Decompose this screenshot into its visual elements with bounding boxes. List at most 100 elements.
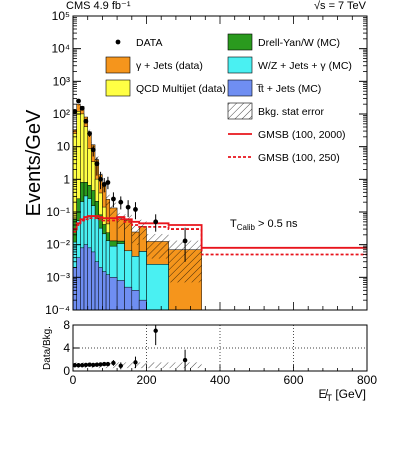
data-point	[94, 161, 100, 167]
y-tick-label: 10⁻¹	[46, 205, 70, 219]
data-point	[79, 105, 85, 111]
ratio-point	[73, 363, 78, 368]
ratio-point	[111, 360, 116, 366]
annotation-rest: > 0.5 ns	[255, 218, 298, 230]
signal-line-gmsb-100-250-	[73, 217, 367, 256]
ratio-y-tick-label: 0	[63, 364, 70, 378]
main-y-axis: 10⁻⁴ 10⁻³ 10⁻² 10⁻¹ 1 10 10² 10³ 10⁴ 10⁵	[45, 9, 367, 317]
ratio-point	[87, 362, 92, 367]
ratio-point	[94, 362, 100, 367]
y-tick-label: 10³	[53, 74, 70, 88]
y-tick-label: 10²	[53, 107, 70, 121]
stack-bar	[109, 277, 118, 310]
legend-swatch	[105, 56, 131, 74]
main-x-axis-ticks	[72, 16, 368, 310]
y-tick-label: 10⁻³	[46, 270, 70, 284]
legend-label: Bkg. stat error	[258, 106, 324, 118]
legend-entry: DATA	[115, 37, 162, 49]
stack-bar	[116, 280, 125, 310]
legend-entry: t̅t + Jets (MC)	[227, 79, 321, 97]
ratio-axes: 0 4 8 0 200 400 600 800	[63, 318, 377, 387]
legend-swatch	[227, 33, 253, 51]
data-point	[153, 219, 159, 225]
error-band-bin	[84, 115, 88, 119]
x-tick-label: 0	[70, 373, 77, 387]
legend-entry: GMSB (100, 2000)	[228, 129, 346, 141]
error-band-bin	[106, 194, 110, 207]
main-y-axis-title: Events/GeV	[23, 109, 45, 216]
timing-cut-annotation: TCalib > 0.5 ns	[230, 218, 298, 232]
data-point	[87, 131, 92, 137]
error-band-bin	[109, 202, 118, 217]
error-band-bin	[146, 233, 169, 259]
ratio-y-axis-title: Data/Bkg.	[42, 326, 53, 370]
y-tick-label: 10⁻²	[46, 238, 70, 252]
ratio-point	[91, 362, 96, 368]
annotation-sub: Calib	[237, 223, 256, 232]
legend-label: QCD Multijet (data)	[136, 83, 226, 95]
legend-entry: QCD Multijet (data)	[105, 79, 226, 97]
data-point	[118, 199, 124, 205]
y-tick-label: 1	[63, 172, 70, 186]
stack-bar	[94, 261, 99, 310]
legend-label: γ + Jets (data)	[136, 60, 203, 72]
legend-entry: γ + Jets (data)	[105, 56, 203, 74]
ratio-point	[98, 362, 103, 367]
stack-bar	[83, 244, 88, 310]
x-tick-label: 200	[136, 373, 156, 387]
error-band-bin	[117, 212, 125, 229]
ratio-point	[102, 361, 107, 367]
ratio-point	[79, 363, 85, 368]
stack-bar	[80, 247, 85, 310]
legend-swatch	[227, 56, 253, 74]
x-axis-title-rest: [GeV]	[332, 387, 366, 401]
x-tick-label: 400	[210, 373, 230, 387]
ratio-point	[133, 360, 138, 365]
data-point	[101, 181, 107, 187]
data-point	[76, 98, 81, 104]
y-tick-label: 10⁴	[51, 42, 70, 56]
stack-bar	[105, 274, 110, 310]
signal-line-gmsb-100-2000-	[73, 215, 367, 249]
ratio-error-band	[73, 362, 202, 369]
ratio-point	[182, 357, 188, 363]
x-axis-title-main: E̸	[318, 387, 328, 401]
error-band-bin	[124, 214, 132, 230]
stack-bar	[124, 286, 133, 310]
stack-bar	[146, 264, 169, 310]
data-point	[73, 109, 78, 114]
ratio-point	[118, 363, 123, 369]
data-point	[98, 176, 103, 182]
y-tick-label: 10	[57, 140, 71, 154]
legend-entry: GMSB (100, 250)	[228, 152, 340, 164]
x-axis-title-sub: T	[326, 393, 332, 403]
legend: DATA Drell-Yan/W (MC) γ + Jets (data) W/Z +…	[105, 33, 352, 164]
stack-bar	[102, 271, 107, 310]
legend-swatch	[105, 79, 131, 97]
ratio-point	[76, 363, 81, 368]
data-point	[111, 196, 116, 202]
legend-label: GMSB (100, 2000)	[258, 129, 346, 141]
legend-entry: W/Z + Jets + γ (MC)	[227, 56, 352, 74]
ratio-y-tick-label: 4	[63, 341, 70, 355]
legend-label: t̅t + Jets (MC)	[255, 83, 321, 95]
legend-label: W/Z + Jets + γ (MC)	[258, 60, 352, 72]
ratio-point	[105, 361, 111, 367]
error-band-bin	[73, 127, 77, 133]
stack-bar	[76, 257, 81, 310]
y-tick-label: 10⁵	[52, 9, 70, 23]
ratio-point	[83, 362, 89, 368]
ratio-panel: 0 4 8 0 200 400 600 800 Data/Bkg. E̸T [GeV]	[42, 318, 377, 403]
stack-bar	[138, 299, 147, 310]
x-axis-title: E̸T [GeV]	[318, 387, 366, 403]
energy-label: √s = 7 TeV	[314, 0, 367, 12]
main-panel: 10⁻⁴ 10⁻³ 10⁻² 10⁻¹ 1 10 10² 10³ 10⁴ 10⁵ CMS 4.9 …	[23, 0, 368, 317]
data-point	[90, 147, 96, 153]
error-band-bin	[76, 102, 81, 106]
error-band-bin	[131, 225, 140, 246]
stack-bar	[87, 247, 92, 310]
stack-bar	[91, 251, 96, 310]
stack-bar	[73, 267, 77, 310]
ratio-y-tick-label: 8	[63, 318, 70, 332]
